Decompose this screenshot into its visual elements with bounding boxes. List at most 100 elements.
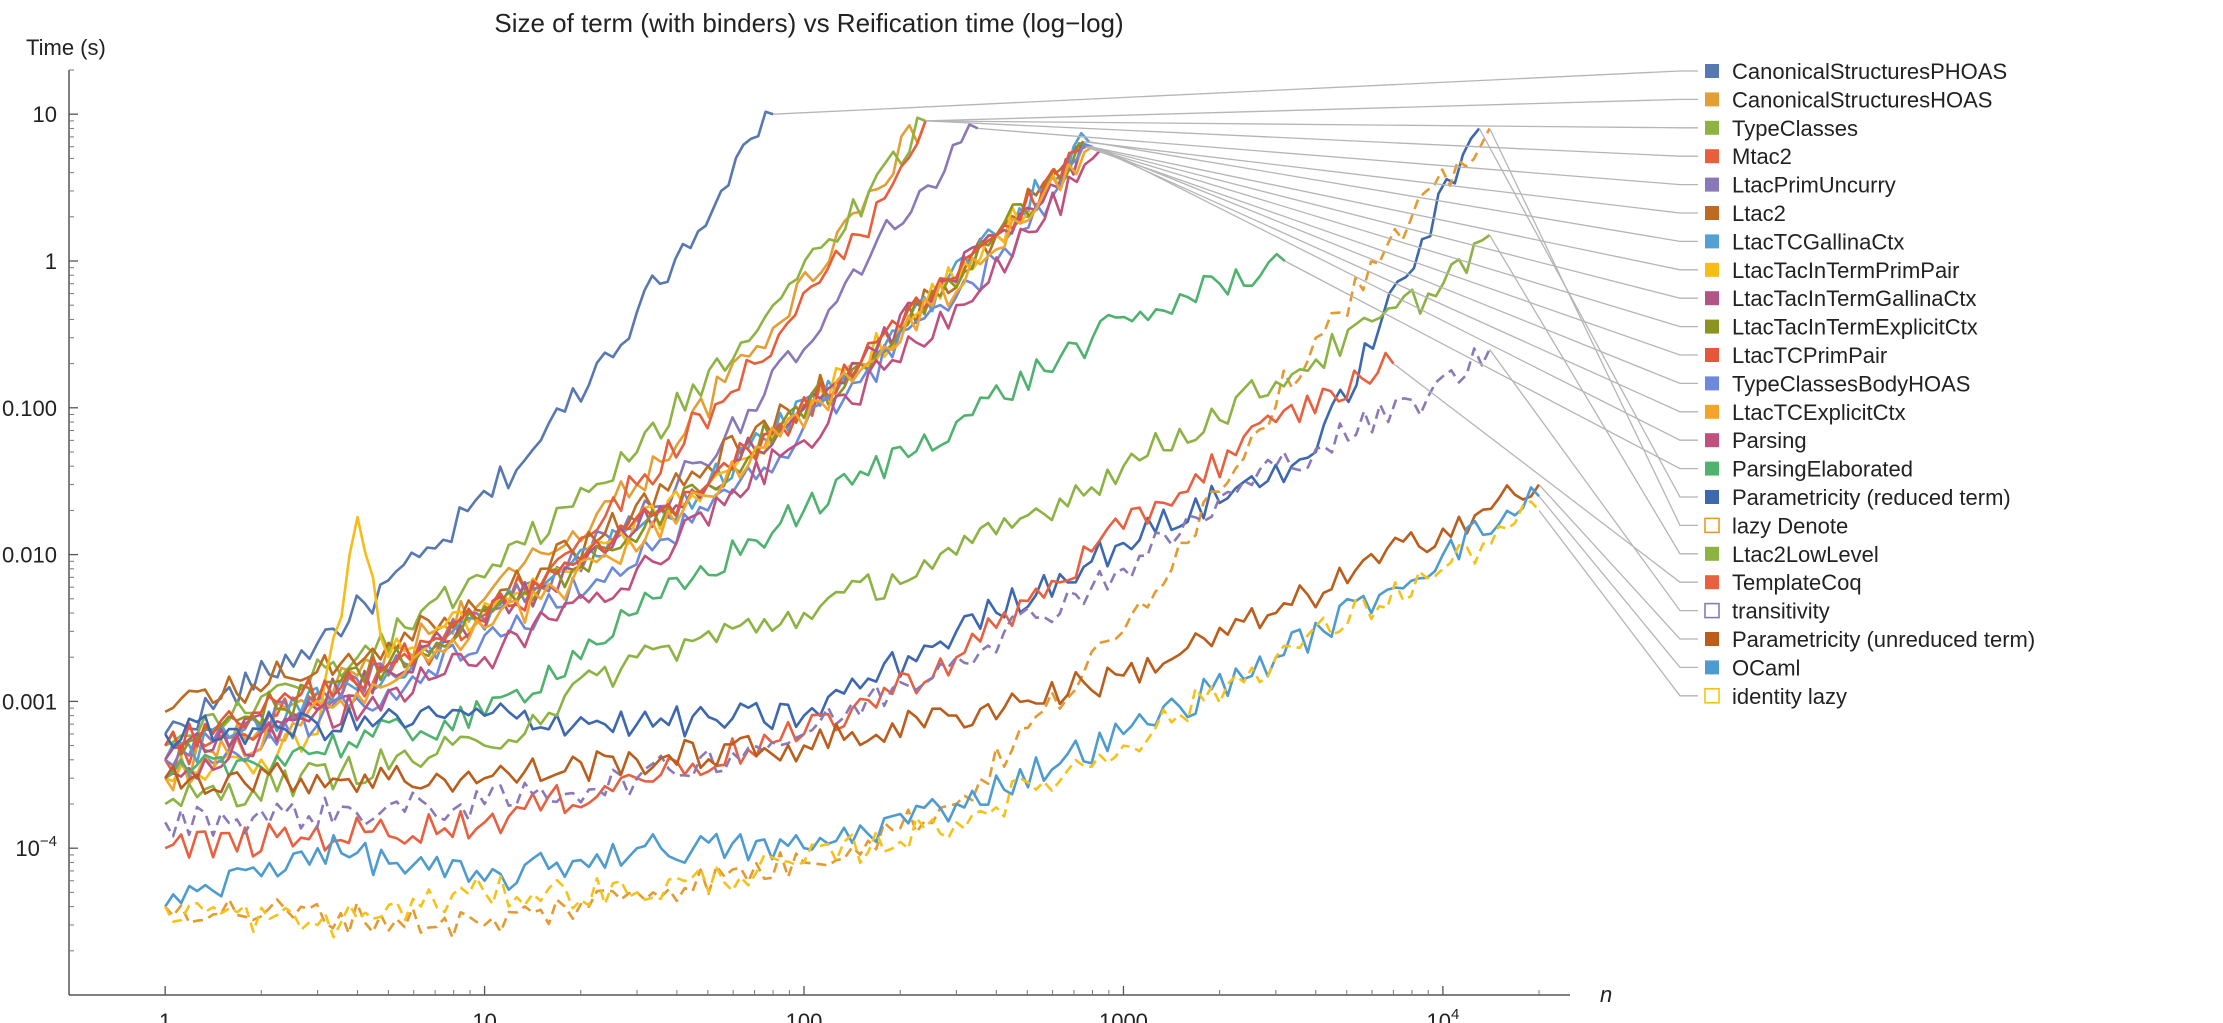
legend-label: CanonicalStructuresPHOAS	[1732, 59, 2007, 84]
legend-swatch	[1705, 404, 1719, 419]
y-tick-label: 0.001	[2, 689, 57, 714]
legend-callout-line	[977, 127, 1698, 186]
legend-swatch	[1705, 319, 1719, 334]
series-line	[164, 486, 1540, 908]
legend-callout-line	[1538, 510, 1698, 697]
legend-label: transitivity	[1732, 599, 1830, 624]
x-tick-label: 104	[1426, 1006, 1459, 1023]
legend-callout-line	[1087, 146, 1698, 328]
legend-callout-line	[1478, 128, 1698, 498]
legend-swatch	[1704, 602, 1720, 619]
legend-label: LtacPrimUncurry	[1732, 173, 1896, 198]
x-tick-label: 10	[472, 1009, 496, 1023]
series-line	[164, 347, 1491, 838]
legend-swatch	[1704, 687, 1720, 704]
legend-swatch	[1705, 575, 1719, 590]
legend-swatch	[1705, 546, 1719, 561]
legend-label: LtacTCGallinaCtx	[1732, 229, 1904, 254]
legend-label: LtacTacInTermPrimPair	[1732, 258, 1959, 283]
series-line	[164, 145, 1094, 792]
legend-callout-line	[1090, 146, 1698, 271]
legend-callout-line	[1088, 146, 1698, 299]
series-line	[164, 120, 927, 782]
legend-label: LtacTCExplicitCtx	[1732, 400, 1906, 425]
legend-callout-line	[1108, 151, 1698, 441]
series-line	[164, 252, 1286, 780]
legend-callout-line	[1083, 141, 1698, 214]
y-axis-label: Time (s)	[26, 35, 106, 60]
y-tick-label: 1	[45, 249, 57, 274]
series-line	[164, 148, 1110, 780]
legend-callout-line	[1088, 141, 1698, 243]
y-tick-label: 10−4	[15, 833, 57, 861]
legend-swatch	[1705, 660, 1719, 675]
series-line	[164, 116, 926, 747]
series-line	[164, 500, 1540, 939]
legend-callout-line	[1489, 349, 1698, 612]
legend-swatch	[1705, 177, 1719, 192]
y-tick-label: 0.010	[2, 543, 57, 568]
series-line	[164, 123, 979, 767]
legend-label: OCaml	[1732, 655, 1800, 680]
legend-label: Parsing	[1732, 428, 1807, 453]
plot-area	[164, 110, 1541, 939]
legend-callout-line	[1489, 128, 1698, 527]
legend-swatch	[1705, 234, 1719, 249]
legend-swatch	[1705, 92, 1719, 107]
legend-callout-line	[1489, 234, 1698, 555]
legend-callout-line	[1393, 363, 1698, 583]
series-line	[164, 140, 1085, 713]
legend-callout-line	[1284, 260, 1698, 470]
legend-swatch	[1705, 490, 1719, 504]
legend-swatch	[1705, 206, 1719, 220]
y-tick-label: 0.100	[2, 396, 57, 421]
legend-label: Mtac2	[1732, 144, 1792, 169]
legend-label: TypeClasses	[1732, 116, 1858, 141]
legend-label: LtacTCPrimPair	[1732, 343, 1887, 368]
legend-swatch	[1705, 461, 1719, 476]
legend-label: identity lazy	[1732, 684, 1847, 709]
legend-callout-line	[1092, 146, 1698, 385]
legend-swatch	[1704, 517, 1720, 534]
legend-callout-line	[925, 120, 1698, 157]
series-line	[164, 351, 1395, 859]
legend-swatch	[1705, 120, 1719, 135]
legend-swatch	[1705, 291, 1719, 306]
x-tick-label: 100	[786, 1009, 823, 1023]
legend-callout-line	[925, 98, 1698, 122]
series-line	[164, 483, 1541, 795]
legend-label: TemplateCoq	[1732, 570, 1862, 595]
series-line	[164, 127, 1491, 939]
series-line	[164, 110, 774, 735]
legend-swatch	[1705, 64, 1719, 78]
legend-swatch	[1705, 376, 1719, 391]
legend-swatch	[1705, 149, 1719, 164]
legend-label: lazy Denote	[1732, 513, 1848, 538]
legend-callout-line	[1085, 146, 1698, 356]
legend-label: CanonicalStructuresHOAS	[1732, 87, 1992, 112]
legend-callout-line	[1092, 146, 1698, 413]
legend-label: Ltac2	[1732, 201, 1786, 226]
series-line	[164, 142, 1088, 757]
legend: CanonicalStructuresPHOAS CanonicalStructu…	[1704, 59, 2035, 709]
legend-label: Ltac2LowLevel	[1732, 542, 1879, 567]
series-line	[164, 234, 1491, 808]
x-axis-label: n	[1600, 982, 1612, 1007]
legend-callout-line	[1538, 495, 1698, 669]
chart-title: Size of term (with binders) vs Reificati…	[494, 8, 1123, 38]
legend-swatch	[1705, 262, 1719, 277]
legend-callout-line	[773, 70, 1698, 115]
legend-label: LtacTacInTermExplicitCtx	[1732, 315, 1978, 340]
legend-callout-line	[925, 120, 1698, 129]
legend-callout-lines	[773, 70, 1698, 697]
legend-callout-line	[1538, 484, 1698, 640]
series-line	[164, 142, 1090, 761]
legend-swatch	[1705, 632, 1719, 646]
legend-label: Parametricity (unreduced term)	[1732, 627, 2035, 652]
series-line	[164, 142, 1093, 780]
y-tick-label: 10	[33, 102, 57, 127]
x-tick-label: 1	[159, 1009, 171, 1023]
legend-label: TypeClassesBodyHOAS	[1732, 371, 1970, 396]
